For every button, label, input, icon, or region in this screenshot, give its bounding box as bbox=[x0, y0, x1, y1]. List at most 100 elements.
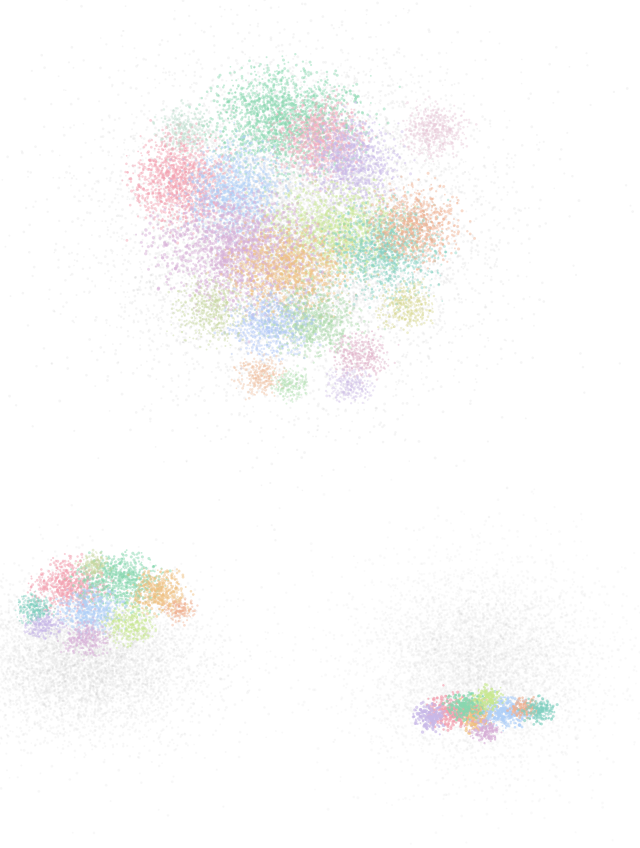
Point bbox=[279, 300, 289, 314]
Point bbox=[157, 159, 167, 172]
Point bbox=[44, 616, 54, 630]
Point bbox=[351, 281, 362, 294]
Point bbox=[438, 248, 448, 262]
Point bbox=[152, 595, 163, 609]
Point bbox=[356, 183, 366, 197]
Point bbox=[52, 631, 62, 644]
Point bbox=[405, 154, 415, 168]
Point bbox=[385, 272, 396, 286]
Point bbox=[430, 709, 440, 722]
Point bbox=[56, 660, 66, 673]
Point bbox=[332, 180, 342, 193]
Point bbox=[355, 173, 365, 187]
Point bbox=[46, 682, 56, 695]
Point bbox=[243, 268, 253, 282]
Point bbox=[261, 234, 271, 248]
Point bbox=[302, 264, 312, 277]
Point bbox=[483, 725, 493, 739]
Point bbox=[118, 600, 128, 613]
Point bbox=[268, 103, 278, 116]
Point bbox=[51, 580, 61, 594]
Point bbox=[415, 244, 426, 258]
Point bbox=[19, 667, 29, 681]
Point bbox=[269, 205, 280, 219]
Point bbox=[241, 241, 251, 254]
Point bbox=[294, 273, 305, 287]
Point bbox=[164, 237, 175, 250]
Point bbox=[173, 189, 184, 203]
Point bbox=[178, 336, 188, 349]
Point bbox=[275, 145, 285, 159]
Point bbox=[447, 336, 458, 349]
Point bbox=[118, 613, 129, 627]
Point bbox=[108, 691, 118, 705]
Point bbox=[294, 294, 305, 308]
Point bbox=[405, 231, 415, 244]
Point bbox=[97, 658, 107, 672]
Point bbox=[321, 161, 331, 175]
Point bbox=[15, 700, 26, 713]
Point bbox=[104, 585, 115, 599]
Point bbox=[171, 638, 181, 651]
Point bbox=[271, 263, 282, 276]
Point bbox=[284, 267, 294, 281]
Point bbox=[351, 602, 362, 616]
Point bbox=[366, 173, 376, 187]
Point bbox=[422, 144, 433, 158]
Point bbox=[316, 231, 326, 244]
Point bbox=[429, 110, 440, 124]
Point bbox=[517, 716, 527, 729]
Point bbox=[492, 661, 502, 674]
Point bbox=[421, 229, 431, 243]
Point bbox=[287, 266, 297, 280]
Point bbox=[216, 324, 226, 338]
Point bbox=[56, 575, 67, 589]
Point bbox=[122, 677, 132, 690]
Point bbox=[544, 691, 554, 705]
Point bbox=[275, 202, 285, 215]
Point bbox=[540, 616, 550, 629]
Point bbox=[296, 99, 306, 113]
Point bbox=[271, 160, 281, 174]
Point bbox=[100, 609, 110, 622]
Point bbox=[476, 699, 486, 712]
Point bbox=[177, 220, 187, 234]
Point bbox=[362, 352, 372, 365]
Point bbox=[497, 711, 508, 725]
Point bbox=[266, 251, 276, 265]
Point bbox=[301, 328, 312, 342]
Point bbox=[498, 632, 508, 645]
Point bbox=[315, 166, 325, 180]
Point bbox=[121, 169, 131, 182]
Point bbox=[88, 544, 98, 557]
Point bbox=[196, 304, 207, 317]
Point bbox=[207, 298, 218, 311]
Point bbox=[485, 679, 495, 693]
Point bbox=[281, 142, 291, 155]
Point bbox=[540, 682, 550, 695]
Point bbox=[337, 247, 347, 260]
Point bbox=[250, 102, 260, 115]
Point bbox=[306, 302, 316, 315]
Point bbox=[199, 224, 209, 237]
Point bbox=[426, 658, 436, 672]
Point bbox=[545, 702, 555, 716]
Point bbox=[228, 277, 239, 291]
Point bbox=[188, 291, 198, 304]
Point bbox=[127, 707, 137, 721]
Point bbox=[431, 643, 442, 656]
Point bbox=[310, 155, 321, 169]
Point bbox=[477, 684, 487, 698]
Point bbox=[365, 343, 376, 357]
Point bbox=[240, 208, 250, 221]
Point bbox=[228, 79, 238, 92]
Point bbox=[250, 191, 260, 204]
Point bbox=[235, 160, 245, 174]
Point bbox=[403, 265, 413, 279]
Point bbox=[440, 182, 451, 196]
Point bbox=[152, 577, 162, 591]
Point bbox=[204, 163, 214, 176]
Point bbox=[309, 159, 319, 172]
Point bbox=[413, 704, 424, 717]
Point bbox=[483, 637, 493, 650]
